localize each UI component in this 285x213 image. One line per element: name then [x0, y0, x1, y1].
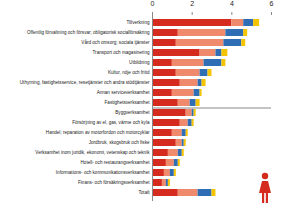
svg-text:Tillverkning: Tillverkning	[126, 20, 150, 25]
svg-text:Annan serviceverksamhet: Annan serviceverksamhet	[97, 90, 151, 95]
svg-text:4: 4	[230, 0, 234, 7]
svg-text:Offentlig förvaltning och förs: Offentlig förvaltning och försvar; oblig…	[27, 30, 150, 35]
svg-text:Hotell- och restaurangverksamh: Hotell- och restaurangverksamhet	[81, 160, 151, 165]
svg-text:Vård och omsorg; sociala tjäns: Vård och omsorg; sociala tjänster	[81, 39, 150, 45]
svg-text:Försörjning av el, gas, värme: Försörjning av el, gas, värme och kyla	[72, 120, 150, 125]
svg-text:Byggverksamhet: Byggverksamhet	[115, 110, 150, 115]
svg-text:Informations- och kommunikatio: Informations- och kommunikationsverksamh…	[56, 170, 150, 175]
svg-text:Handel; reparation av motorfor: Handel; reparation av motorfordon och mo…	[46, 130, 150, 135]
svg-text:Jordbruk, skogsbruk och fiske: Jordbruk, skogsbruk och fiske	[89, 140, 150, 145]
svg-text:Verksamhet inom juridik, ekono: Verksamhet inom juridik, ekonomi, vetens…	[35, 150, 150, 155]
svg-text:2: 2	[190, 0, 194, 7]
svg-text:Fastighetsverksamhet: Fastighetsverksamhet	[105, 100, 151, 105]
svg-text:0: 0	[151, 0, 155, 7]
svg-text:Utbildning: Utbildning	[129, 60, 150, 65]
svg-text:Kultur, nöje och fritid: Kultur, nöje och fritid	[108, 70, 150, 75]
svg-text:Uthyrning, fastighetsservice,: Uthyrning, fastighetsservice, resetjänst…	[20, 80, 150, 85]
svg-text:Transport och magasinering: Transport och magasinering	[92, 50, 149, 55]
svg-text:Totalt: Totalt	[139, 190, 151, 195]
svg-text:Finans- och försäkringsverksam: Finans- och försäkringsverksamhet	[78, 180, 150, 185]
svg-text:6: 6	[270, 0, 274, 7]
